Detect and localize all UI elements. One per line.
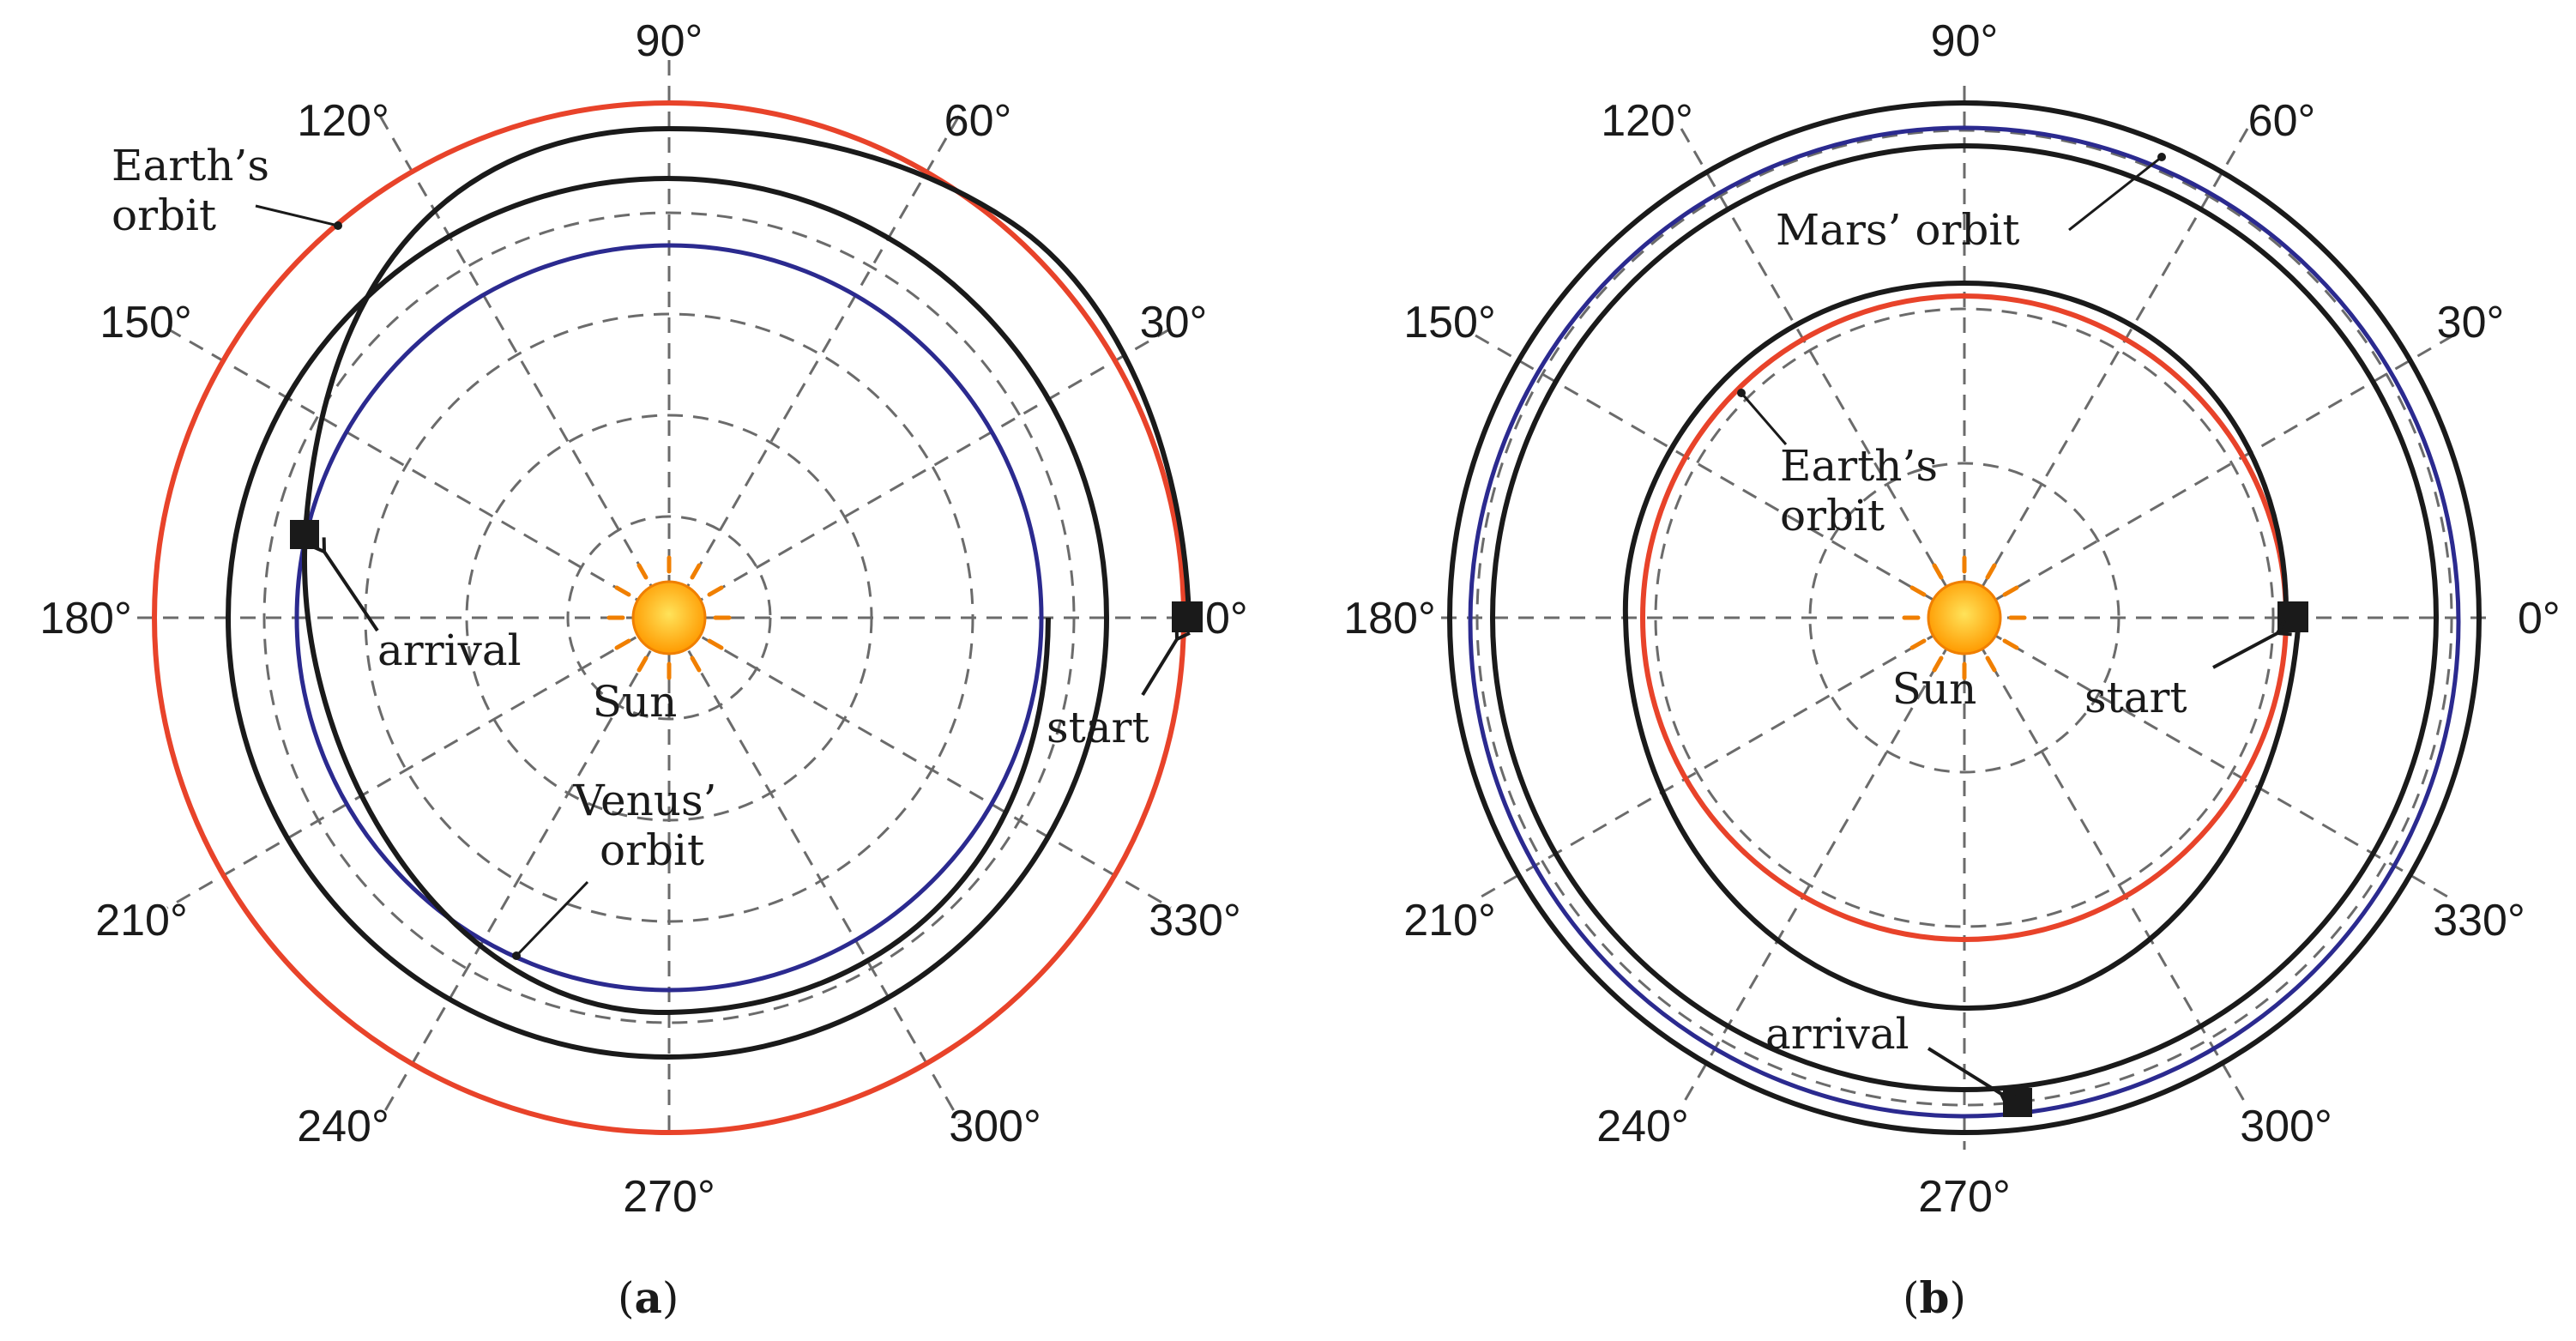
mars-orbit-label-b: Mars’ orbit [1776,205,2019,255]
earth-orbit-leader-b [1740,392,1788,445]
angle-label-a-180: 180° [39,594,132,643]
transfer-orbit-b [1490,143,2439,1092]
angle-labels-b: 0° 30° 60° 90° 120° 150° 180° 210° 240° … [1343,16,2561,1222]
sun-label-b: Sun [1892,664,1977,714]
angle-label-b-30: 30° [2437,298,2505,347]
angle-label-a-90: 90° [636,16,703,66]
transfer-trajectory-b [1622,280,2302,1012]
venus-orbit-leader-a [515,880,589,957]
sun-label-a: Sun [593,677,678,727]
earth-orbit-leader-dot-b [1737,389,1746,397]
earth-orbit-label-b: Earth’s orbit [1780,441,1952,541]
earth-orbit-leader-a [255,204,339,227]
outer-boundary-b [1447,100,2482,1135]
spoke-b-150-330 [1475,334,2454,902]
panel-a: Sun 0° 30° 60° 90° 120° 150° 180° 210° 2… [39,16,1248,1323]
arrival-marker-b [2003,1088,2032,1117]
caption-b: (b) [1903,1272,1966,1323]
spoke-b-60-240 [1680,128,2249,1108]
angle-label-a-120: 120° [297,96,389,146]
angle-label-b-210: 210° [1403,896,1496,945]
angle-label-a-240: 240° [297,1102,389,1151]
angle-label-a-0: 0° [1205,594,1248,643]
panel-b: Sun 0° 30° 60° 90° 120° 150° 180° 210° 2… [1343,16,2561,1323]
arrival-arrow-a [310,537,379,632]
angle-label-b-330: 330° [2433,896,2525,945]
earth-orbit-label-a: Earth’s orbit [112,141,283,240]
earth-orbit-leader-dot-a [334,221,342,230]
angle-label-b-60: 60° [2248,96,2316,146]
angle-label-b-180: 180° [1343,594,1436,643]
sun-icon-a [606,555,732,680]
arrival-label-b: arrival [1765,1009,1909,1059]
angle-labels-a: 0° 30° 60° 90° 120° 150° 180° 210° 240° … [39,16,1248,1222]
caption-a: (a) [618,1272,679,1323]
arrival-label-a: arrival [377,625,522,675]
venus-orbit-label-a: Venus’ orbit [573,776,731,875]
start-label-b: start [2084,673,2187,722]
start-marker-a [1172,601,1203,632]
angle-label-a-30: 30° [1140,298,1208,347]
venus-orbit-a [294,243,1044,993]
angle-label-a-270: 270° [623,1172,715,1222]
angle-label-a-210: 210° [95,896,188,945]
sun-icon-b [1902,555,2027,680]
start-arrow-a [1141,625,1191,697]
angle-label-b-240: 240° [1596,1102,1689,1151]
arrival-marker-a [290,520,319,549]
mars-orbit-leader-dot-b [2157,153,2166,161]
mars-orbit-b [1468,125,2461,1119]
start-label-a: start [1047,703,1149,752]
arrival-arrow-b [1927,1047,2016,1108]
transfer-orbit-outer-a [226,176,1109,1060]
angle-label-b-120: 120° [1601,96,1693,146]
angle-label-a-60: 60° [944,96,1012,146]
start-marker-b [2277,601,2308,632]
angle-label-b-300: 300° [2240,1102,2332,1151]
mars-orbit-leader-b [2068,155,2163,232]
start-arrow-b [2212,619,2292,669]
spoke-b-120-300 [1680,128,2249,1108]
angle-label-b-150: 150° [1403,298,1496,347]
angle-label-a-150: 150° [100,298,192,347]
angle-label-b-90: 90° [1931,16,1999,66]
angle-label-a-300: 300° [949,1102,1041,1151]
transfer-trajectory-a [302,125,1191,1016]
angle-label-b-0: 0° [2518,594,2561,643]
angle-label-a-330: 330° [1149,896,1241,945]
angle-label-b-270: 270° [1918,1172,2011,1222]
venus-orbit-leader-dot-a [512,951,521,960]
spoke-b-30-210 [1475,334,2454,902]
